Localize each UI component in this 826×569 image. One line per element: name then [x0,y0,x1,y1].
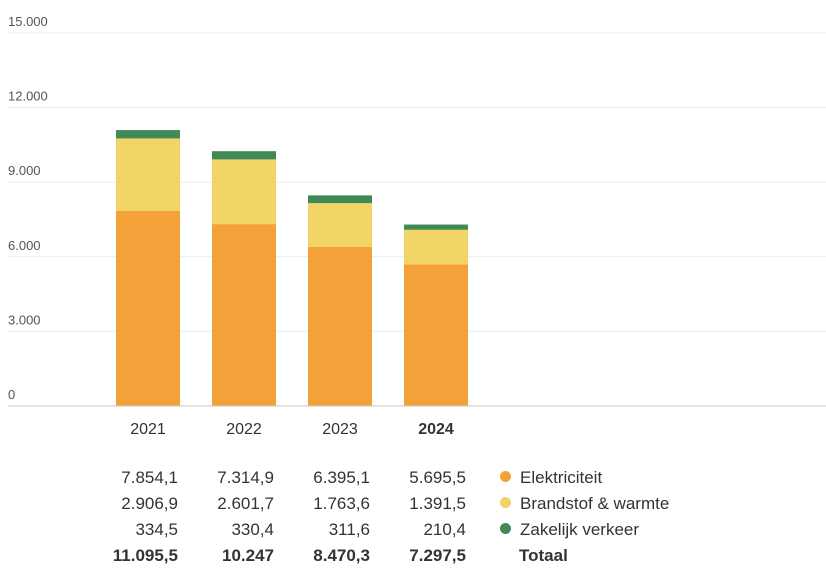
bars [116,130,468,406]
bar-segment [212,151,276,159]
x-tick-label: 2023 [322,421,358,438]
x-tick-label: 2022 [226,421,262,438]
table-cell: 8.470,3 [270,546,370,566]
y-tick-label: 12.000 [8,89,48,104]
y-tick-label: 6.000 [8,238,41,253]
bar-segment [308,247,372,406]
table-cell: 334,5 [78,520,178,540]
legend-swatch [500,523,511,534]
table-cell: 330,4 [174,520,274,540]
x-tick-label: 2024 [418,421,454,438]
legend-swatch [500,471,511,482]
legend-item: Brandstof & warmte [500,494,669,514]
bar-segment [404,230,468,265]
table-cell: 311,6 [270,520,370,540]
legend-item: Zakelijk verkeer [500,520,639,540]
legend-label: Totaal [519,546,568,565]
bar-segment [308,203,372,247]
table-cell: 5.695,5 [366,468,466,488]
x-axis-ticks: 2021 2022 2023 2024 [130,421,454,438]
bar-segment [308,195,372,203]
legend-label: Brandstof & warmte [520,494,669,513]
table-cell: 1.763,6 [270,494,370,514]
y-tick-label: 15.000 [8,14,48,29]
y-tick-label: 9.000 [8,163,41,178]
x-tick-label: 2021 [130,421,166,438]
table-cell: 1.391,5 [366,494,466,514]
legend-swatch [500,497,511,508]
legend-label: Elektriciteit [520,468,602,487]
y-tick-label: 3.000 [8,312,41,327]
bar-segment [116,130,180,138]
data-table: 7.854,1 7.314,9 6.395,1 5.695,5 Elektricitei… [0,468,826,569]
bar-segment [116,211,180,406]
table-cell: 11.095,5 [78,546,178,566]
bar-segment [404,225,468,230]
table-cell: 7.297,5 [366,546,466,566]
table-cell: 10.247 [174,546,274,566]
bar-segment [116,138,180,210]
legend-item: Elektriciteit [500,468,602,488]
legend-total: Totaal [519,546,568,566]
bar-segment [404,264,468,406]
table-cell: 2.601,7 [174,494,274,514]
y-axis-ticks: 0 3.000 6.000 9.000 12.000 15.000 [8,14,48,402]
table-cell: 2.906,9 [78,494,178,514]
bar-segment [212,159,276,224]
bar-segment [212,224,276,406]
legend-label: Zakelijk verkeer [520,520,639,539]
table-cell: 7.854,1 [78,468,178,488]
table-cell: 7.314,9 [174,468,274,488]
y-tick-label: 0 [8,387,15,402]
table-cell: 6.395,1 [270,468,370,488]
table-cell: 210,4 [366,520,466,540]
